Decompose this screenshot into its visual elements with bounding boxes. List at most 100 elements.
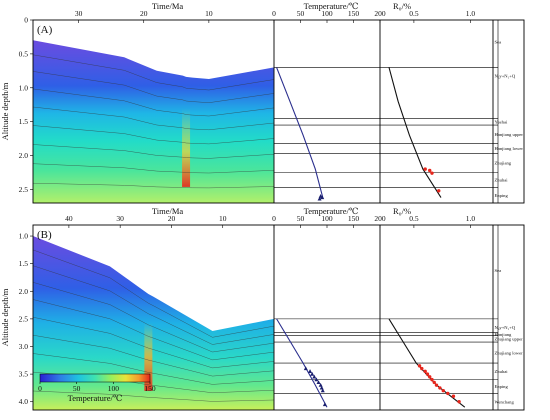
strata-name: Zhuhai — [495, 369, 509, 374]
burial-isoline — [32, 299, 275, 361]
panel-label: (A) — [37, 24, 53, 36]
measured-ro-point — [437, 189, 441, 193]
measured-temperature-point — [320, 195, 325, 200]
ro-axis-label: R₀/% — [393, 206, 411, 216]
burial-isoline — [32, 353, 275, 385]
depth-tick-label: 4.0 — [19, 397, 29, 406]
strata-name: Yuehai — [495, 119, 508, 124]
burial-isoline — [32, 71, 275, 103]
ro-tick-label: 1.0 — [466, 214, 476, 223]
colorbar-label: Temperature/℃ — [68, 393, 123, 403]
temperature-tick-label: 150 — [348, 214, 360, 223]
colorbar: 0 50 100 150 Temperature/℃ — [38, 373, 156, 403]
time-axis-label: Time/Ma — [152, 1, 184, 11]
measured-temperature-point — [310, 371, 315, 376]
measured-ro-point — [430, 171, 434, 175]
measured-temperature-point — [316, 380, 321, 384]
depth-axis-label: Altitude depth/m — [0, 82, 10, 140]
ro-tick-label: 1.0 — [466, 9, 476, 18]
burial-isoline — [32, 265, 275, 345]
time-tick-label: 10 — [219, 214, 227, 223]
measured-ro-point — [432, 380, 436, 385]
time-tick-label: 0 — [272, 214, 276, 223]
ro-axis-label: R₀/% — [393, 1, 411, 11]
burial-isoline — [32, 106, 275, 131]
burial-isoline — [32, 390, 275, 402]
measured-temperature-point — [312, 374, 317, 379]
strata-name: Sea — [495, 268, 502, 273]
ro-curve — [388, 67, 442, 198]
temperature-curve — [276, 67, 324, 198]
temperature-tick-label: 100 — [321, 214, 333, 223]
burial-isoline — [32, 182, 275, 189]
strata-name: N₂y+N₁+Q — [495, 325, 516, 330]
depth-tick-label: 0 — [24, 16, 28, 25]
measured-ro-point — [441, 388, 445, 393]
strata-name: Enping — [495, 193, 509, 198]
strata-name: N₂y+N₁+Q — [495, 73, 516, 78]
measured-ro-point — [425, 372, 430, 376]
ro-curve — [388, 318, 466, 408]
depth-tick-label: 2.0 — [19, 287, 29, 296]
temperature-tick-label: 50 — [297, 9, 305, 18]
depth-axis-label: Altitude depth/m — [0, 288, 10, 346]
strata-name: Zhujiang lower — [495, 350, 524, 355]
depth-tick-label: 1.5 — [19, 259, 29, 268]
depth-tick-label: 3.0 — [19, 342, 29, 351]
measured-ro-point — [434, 383, 439, 387]
time-tick-label: 20 — [168, 214, 176, 223]
measured-temperature-point — [308, 369, 313, 373]
measured-temperature-point — [314, 377, 319, 382]
measured-ro-point — [423, 369, 427, 374]
time-tick-label: 0 — [272, 9, 276, 18]
depth-tick-label: 1.0 — [19, 232, 29, 241]
colorbar-tick-label: 50 — [73, 384, 81, 393]
measured-ro-point — [430, 377, 434, 382]
burial-isoline — [32, 163, 275, 174]
strata-name: Hanjiang — [495, 332, 513, 337]
time-tick-label: 30 — [116, 214, 124, 223]
burial-isoline — [32, 316, 275, 369]
burial-isoline — [32, 54, 275, 91]
measured-temperature-point — [320, 388, 325, 393]
time-tick-label: 20 — [140, 9, 148, 18]
measured-ro-point — [420, 366, 424, 371]
burial-area — [33, 236, 274, 410]
burial-isoline — [32, 144, 275, 159]
measured-ro-point — [428, 375, 432, 379]
panel-b: 40 30 20 10 0Time/Ma1.01.52.02.53.03.54.0Alt… — [0, 206, 525, 411]
strata-name: Sea — [495, 40, 502, 45]
measured-ro-point — [428, 168, 432, 173]
temperature-tick-label: 200 — [374, 9, 386, 18]
time-tick-label: 30 — [75, 9, 83, 18]
burial-isoline — [32, 334, 275, 377]
temperature-axis-label: Temperature/℃ — [304, 1, 359, 11]
thermal-anomaly — [144, 323, 153, 391]
strata-name: Enping — [495, 384, 509, 389]
depth-tick-label: 1.5 — [19, 117, 29, 126]
burial-isoline — [32, 282, 275, 353]
measured-ro-point — [451, 394, 456, 398]
plot-frame — [32, 19, 525, 204]
burial-isoline — [32, 88, 275, 117]
ro-tick-label: 0.5 — [409, 9, 419, 18]
depth-tick-label: 2.5 — [19, 185, 29, 194]
measured-ro-point — [457, 400, 461, 404]
depth-tick-label: 2.0 — [19, 151, 29, 160]
burial-isoline — [32, 125, 275, 145]
burial-area — [33, 40, 274, 203]
measured-ro-point — [417, 364, 422, 368]
colorbar-tick-label: 100 — [108, 384, 120, 393]
depth-tick-label: 2.5 — [19, 314, 29, 323]
colorbar-tick-label: 0 — [38, 384, 42, 393]
strata-name: Hanjiang lower — [495, 146, 524, 151]
measured-temperature-point — [303, 366, 308, 371]
panel-label: (B) — [37, 229, 52, 241]
ro-tick-label: 0.5 — [409, 214, 419, 223]
temperature-tick-label: 50 — [297, 214, 305, 223]
measured-ro-point — [446, 391, 450, 396]
colorbar-gradient — [39, 373, 151, 383]
burial-isoline — [32, 249, 275, 338]
